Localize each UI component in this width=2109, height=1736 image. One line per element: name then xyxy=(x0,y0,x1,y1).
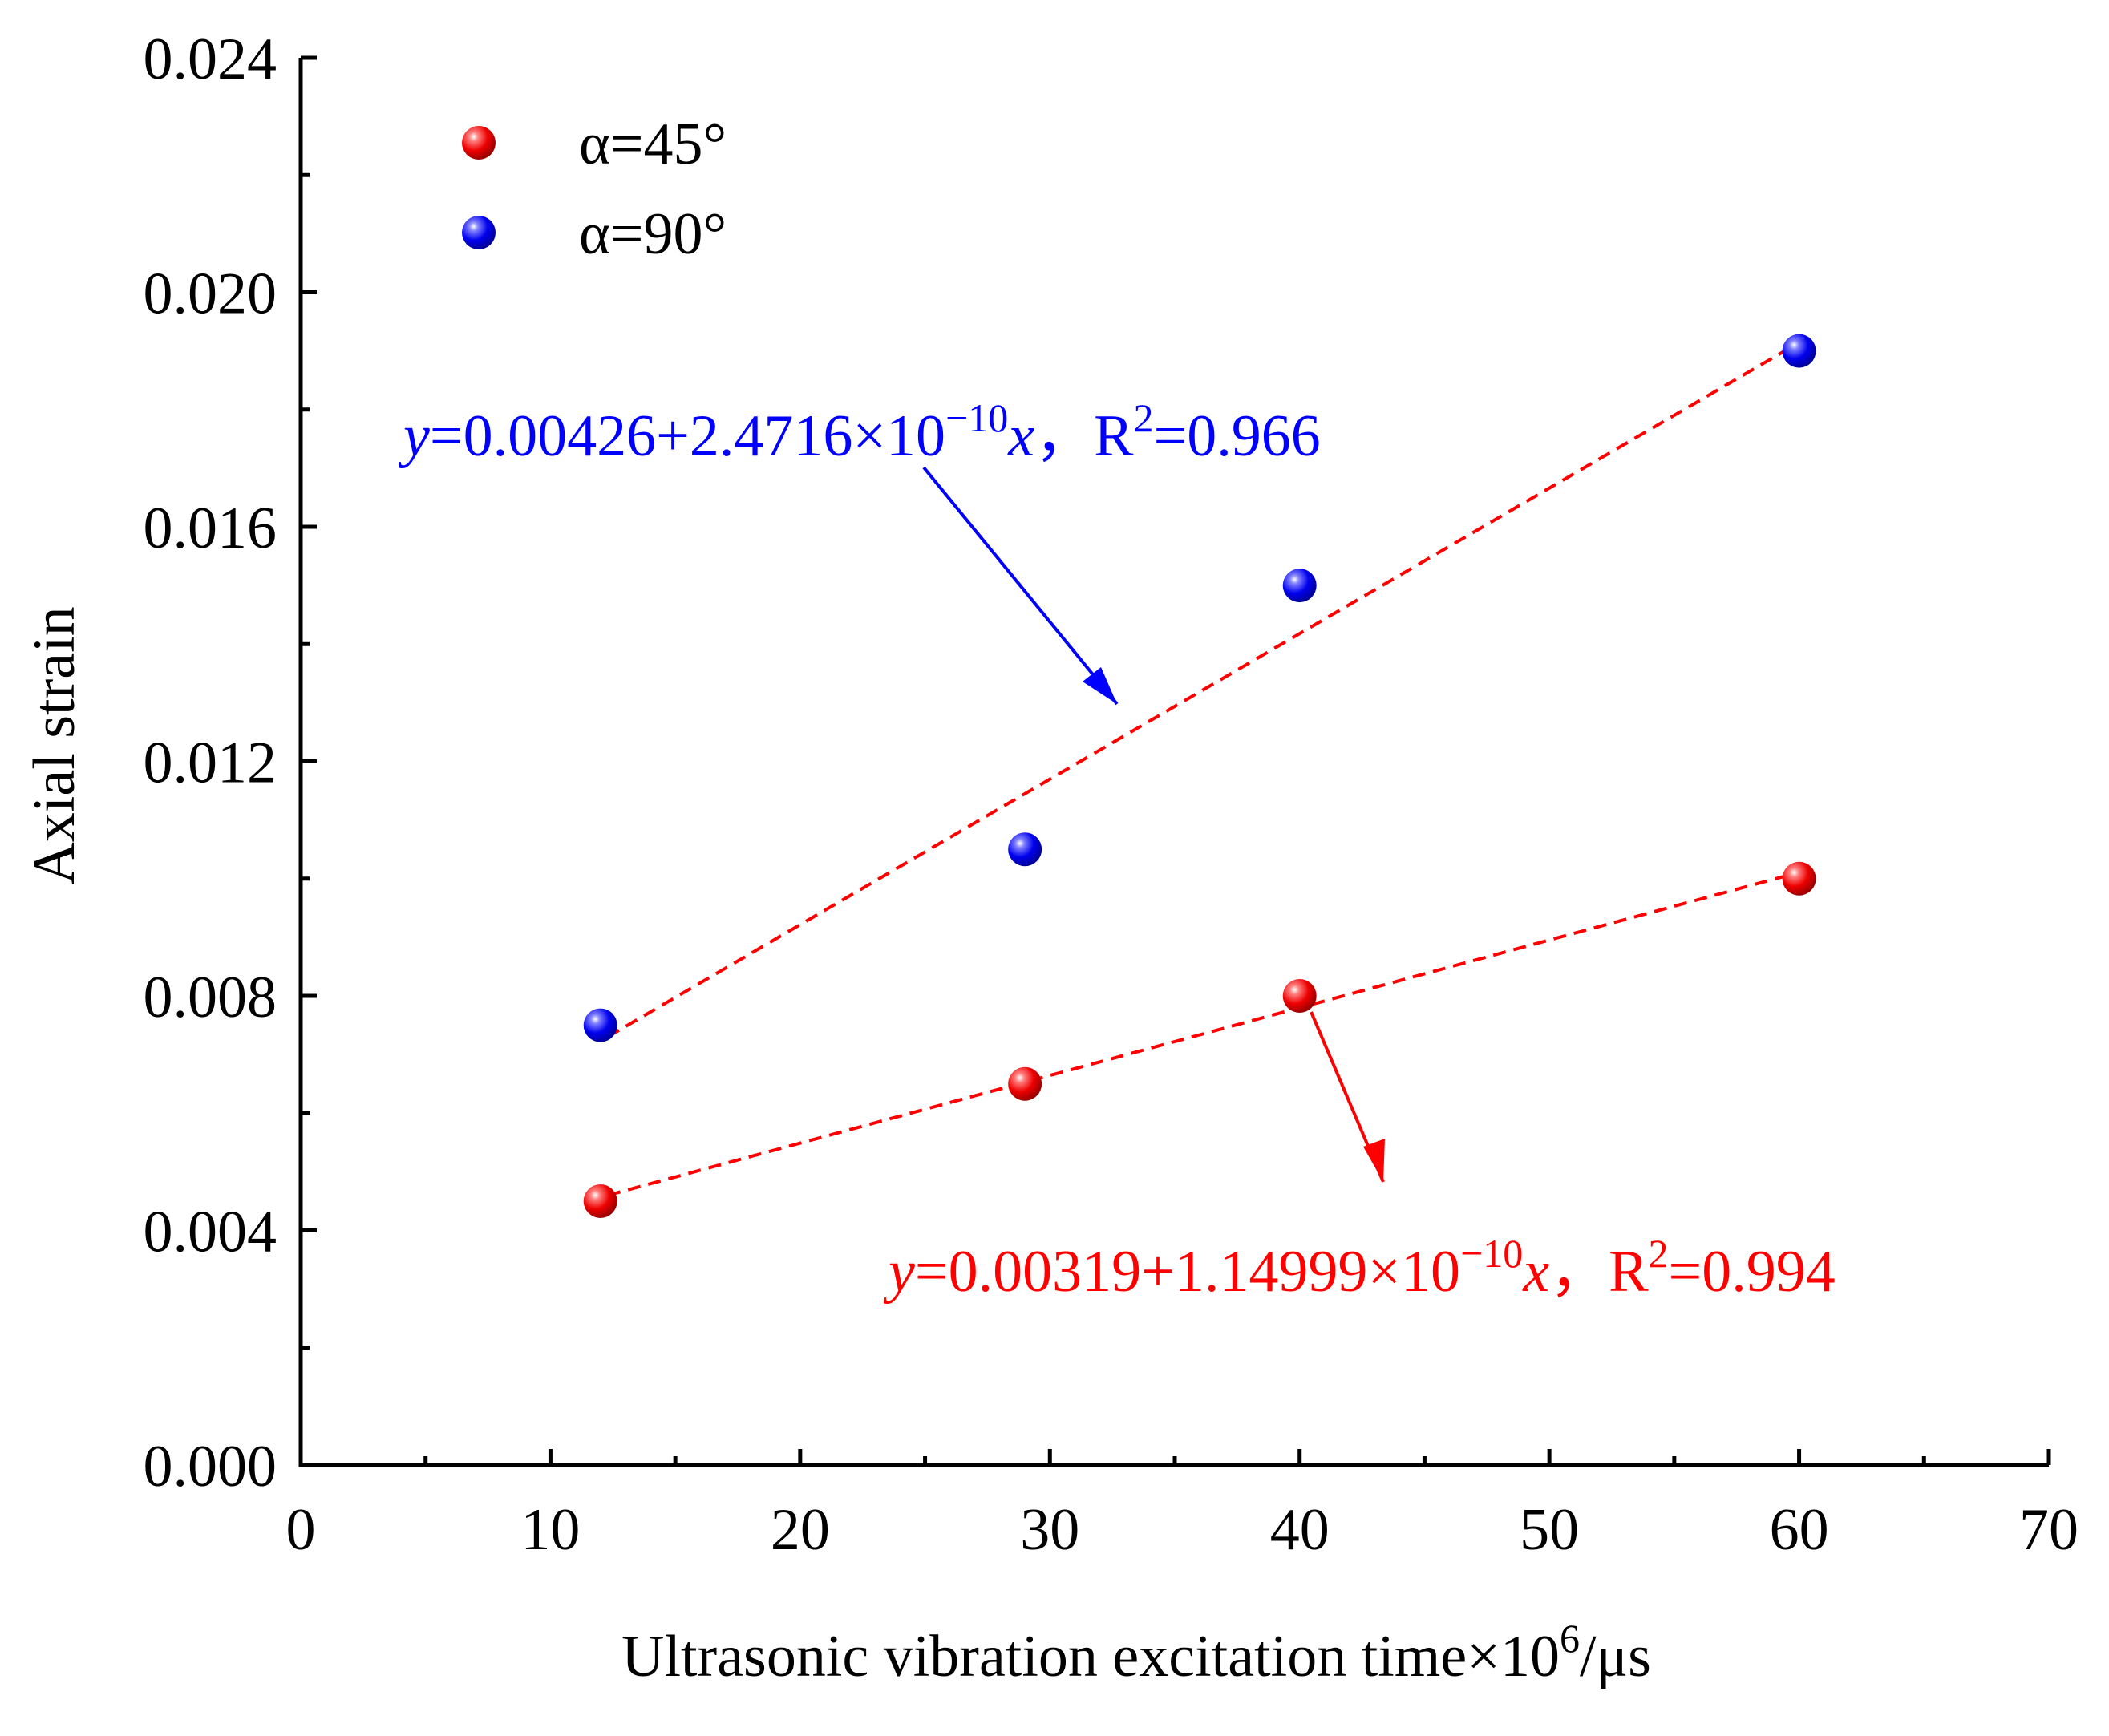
equation-45-exp: −10 xyxy=(1460,1231,1523,1276)
data-point-90 xyxy=(1282,569,1317,603)
x-tick-label: 60 xyxy=(1770,1497,1829,1563)
equation-90-exp: −10 xyxy=(945,395,1008,440)
x-tick-label: 10 xyxy=(520,1497,580,1563)
y-axis-title: Axial strain xyxy=(22,606,87,884)
legend: α=45° α=90° xyxy=(462,111,727,267)
data-points xyxy=(583,334,1816,1218)
y-tick-label: 0.012 xyxy=(144,730,277,796)
x-axis-title: Ultrasonic vibration excitation time×106… xyxy=(621,1616,1651,1689)
y-tick-label: 0.024 xyxy=(144,26,277,92)
equation-90-rsup: 2 xyxy=(1133,395,1153,440)
x-tick-label: 0 xyxy=(286,1497,316,1563)
equation-45-r: R xyxy=(1609,1239,1649,1305)
arrow-45-head xyxy=(1363,1139,1385,1182)
data-point-90 xyxy=(1008,832,1042,867)
equation-90-xvar: x xyxy=(1007,403,1034,469)
y-axis-ticks: 0.000 0.004 0.008 0.012 0.016 0.020 0.024 xyxy=(144,26,317,1499)
y-tick-label: 0.004 xyxy=(144,1200,277,1265)
x-tick-label: 20 xyxy=(771,1497,830,1563)
equation-90-text: y=0.00426+2.4716×10−10x，R2=0.966 xyxy=(398,395,1321,469)
fit-lines xyxy=(607,344,1795,1197)
x-tick-label: 30 xyxy=(1020,1497,1079,1563)
equation-45-text: y=0.00319+1.14999×10−10x，R2=0.994 xyxy=(883,1231,1836,1305)
x-axis-title-sup: 6 xyxy=(1560,1616,1580,1661)
equation-45-yvar: y xyxy=(883,1239,915,1305)
arrow-90 xyxy=(922,466,1119,706)
y-tick-label: 0.000 xyxy=(144,1434,277,1499)
data-point-90 xyxy=(583,1008,617,1042)
equation-45-xvar: x xyxy=(1522,1239,1549,1305)
data-point-45 xyxy=(1282,979,1317,1013)
fit-line-45 xyxy=(607,872,1795,1197)
arrow-90-head xyxy=(1083,667,1117,704)
equation-45-sep: ， xyxy=(1549,1239,1609,1305)
data-point-45 xyxy=(1008,1066,1042,1101)
legend-marker-45 xyxy=(462,126,496,160)
y-tick-label: 0.020 xyxy=(144,261,277,327)
equation-90-main: =0.00426+2.4716×10 xyxy=(430,403,945,469)
equation-90-sep: ， xyxy=(1034,403,1094,469)
x-axis-title-suffix: /μs xyxy=(1580,1624,1651,1689)
x-axis-ticks: 0 10 20 30 40 50 60 70 xyxy=(286,1449,2079,1563)
equation-45-main: =0.00319+1.14999×10 xyxy=(915,1239,1460,1305)
equation-annotation-45: y=0.00319+1.14999×10−10x，R2=0.994 xyxy=(883,1011,1836,1305)
x-tick-label: 50 xyxy=(1520,1497,1579,1563)
equation-90-yvar: y xyxy=(398,403,430,469)
legend-label-45: α=45° xyxy=(579,111,727,177)
x-tick-label: 40 xyxy=(1270,1497,1330,1563)
equation-90-r: R xyxy=(1094,403,1134,469)
equation-90-rvalue: =0.966 xyxy=(1153,403,1320,469)
equation-45-rvalue: =0.994 xyxy=(1668,1239,1835,1305)
data-point-45 xyxy=(583,1184,617,1218)
data-point-90 xyxy=(1782,334,1816,368)
legend-marker-90 xyxy=(462,216,496,249)
x-axis-title-main: Ultrasonic vibration excitation time×10 xyxy=(621,1624,1560,1689)
y-tick-label: 0.016 xyxy=(144,496,277,561)
equation-annotation-90: y=0.00426+2.4716×10−10x，R2=0.966 xyxy=(398,395,1321,706)
y-tick-label: 0.008 xyxy=(144,965,277,1030)
equation-45-rsup: 2 xyxy=(1648,1231,1668,1276)
legend-label-90: α=90° xyxy=(579,201,727,267)
data-point-45 xyxy=(1782,861,1816,896)
x-tick-label: 70 xyxy=(2019,1497,2079,1563)
